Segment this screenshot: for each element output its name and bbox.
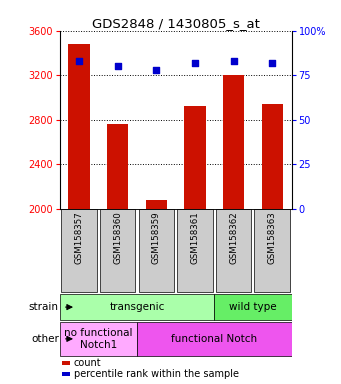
FancyBboxPatch shape: [254, 209, 290, 293]
Bar: [223, 75, 244, 209]
Text: functional Notch: functional Notch: [171, 334, 257, 344]
Text: GSM158363: GSM158363: [268, 211, 277, 264]
FancyBboxPatch shape: [214, 294, 292, 320]
Bar: [68, 44, 90, 209]
Text: transgenic: transgenic: [109, 302, 165, 312]
Bar: [262, 104, 283, 209]
FancyBboxPatch shape: [137, 322, 292, 356]
FancyBboxPatch shape: [61, 209, 97, 293]
Point: [76, 58, 82, 64]
Bar: [184, 106, 206, 209]
Text: wild type: wild type: [229, 302, 277, 312]
FancyBboxPatch shape: [177, 209, 213, 293]
Bar: [107, 124, 128, 209]
Bar: [146, 200, 167, 209]
Point: [153, 67, 159, 73]
Text: GSM158360: GSM158360: [113, 211, 122, 264]
Text: GSM158359: GSM158359: [152, 211, 161, 264]
Point: [231, 58, 236, 64]
Point: [192, 60, 198, 66]
Point: [115, 63, 120, 70]
Text: count: count: [74, 358, 101, 368]
Text: GSM158357: GSM158357: [74, 211, 84, 264]
Point: [269, 60, 275, 66]
Text: other: other: [31, 334, 59, 344]
FancyBboxPatch shape: [60, 294, 214, 320]
Title: GDS2848 / 1430805_s_at: GDS2848 / 1430805_s_at: [92, 17, 260, 30]
FancyBboxPatch shape: [100, 209, 135, 293]
Text: GSM158362: GSM158362: [229, 211, 238, 264]
Text: GSM158361: GSM158361: [190, 211, 199, 264]
FancyBboxPatch shape: [138, 209, 174, 293]
Bar: [62, 361, 70, 365]
FancyBboxPatch shape: [216, 209, 251, 293]
Text: percentile rank within the sample: percentile rank within the sample: [74, 369, 239, 379]
Bar: [62, 372, 70, 376]
Text: no functional
Notch1: no functional Notch1: [64, 328, 133, 350]
FancyBboxPatch shape: [60, 322, 137, 356]
Text: strain: strain: [29, 302, 59, 312]
